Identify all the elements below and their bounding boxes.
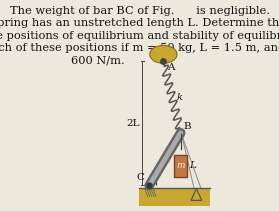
Text: The spring has an unstretched length L. Determine the pos-: The spring has an unstretched length L. … (0, 18, 279, 28)
Text: 600 N/m.: 600 N/m. (71, 55, 124, 65)
Text: A: A (168, 63, 175, 72)
Text: B: B (183, 122, 191, 131)
FancyBboxPatch shape (174, 155, 187, 177)
Text: in each of these positions if m = 50 kg, L = 1.5 m, and k =: in each of these positions if m = 50 kg,… (0, 43, 279, 53)
Text: k: k (176, 93, 182, 101)
Text: 2L: 2L (126, 119, 140, 128)
Text: L: L (190, 161, 196, 170)
Ellipse shape (150, 45, 177, 63)
Text: θ: θ (155, 170, 160, 180)
Text: m: m (176, 161, 185, 170)
FancyBboxPatch shape (139, 188, 210, 206)
Text: C: C (136, 173, 144, 182)
Text: The weight of bar BC of Fig.      is negligible.: The weight of bar BC of Fig. is negligib… (9, 6, 270, 16)
Text: sible positions of equilibrium and stability of equilibrium: sible positions of equilibrium and stabi… (0, 31, 279, 41)
